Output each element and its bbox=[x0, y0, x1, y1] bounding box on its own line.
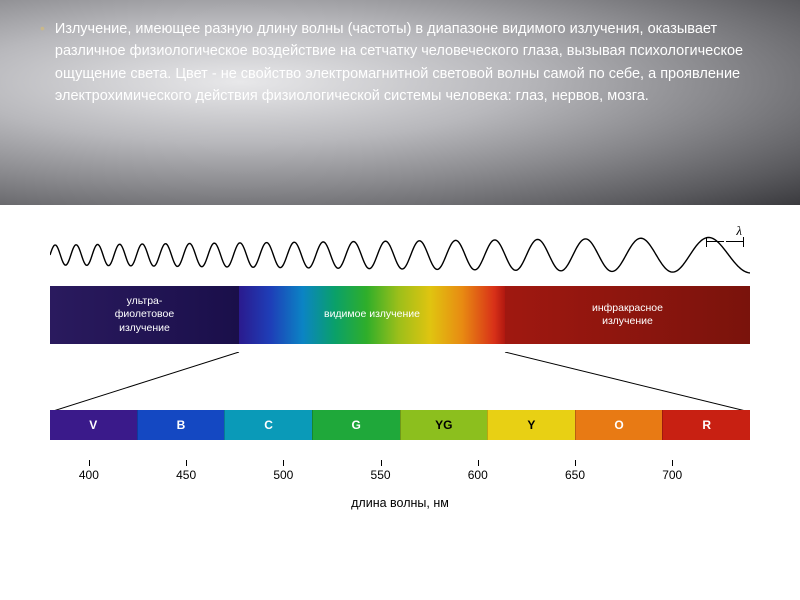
color-box-o: O bbox=[575, 410, 663, 440]
trapezoid-area: VBCGYGYOR bbox=[50, 352, 750, 432]
header-text: Излучение, имеющее разную длину волны (ч… bbox=[55, 18, 776, 108]
tick bbox=[186, 460, 187, 466]
tick-label: 450 bbox=[176, 468, 196, 482]
axis-ticks: 400450500550600650700 bbox=[50, 460, 750, 472]
tick-label: 700 bbox=[662, 468, 682, 482]
ir-label: инфракрасноеизлучение bbox=[592, 302, 663, 328]
ir-segment: инфракрасноеизлучение bbox=[505, 286, 750, 344]
trapezoid-svg bbox=[50, 352, 750, 414]
color-box-c: C bbox=[224, 410, 312, 440]
tick bbox=[89, 460, 90, 466]
visible-segment: видимое излучение bbox=[239, 286, 505, 344]
tick bbox=[575, 460, 576, 466]
axis-label: длина волны, нм bbox=[50, 496, 750, 510]
spectrum-bar: ультра-фиолетовоеизлучение видимое излуч… bbox=[50, 286, 750, 344]
wave-area: λ bbox=[50, 225, 750, 280]
tick bbox=[381, 460, 382, 466]
tick bbox=[283, 460, 284, 466]
tick-label: 400 bbox=[79, 468, 99, 482]
uv-label: ультра-фиолетовоеизлучение bbox=[115, 295, 174, 334]
header-panel: • Излучение, имеющее разную длину волны … bbox=[0, 0, 800, 205]
spectrum-diagram: λ ультра-фиолетовоеизлучение видимое изл… bbox=[0, 205, 800, 510]
wave-svg bbox=[50, 225, 750, 280]
lambda-bracket bbox=[706, 237, 744, 247]
tick-label: 500 bbox=[273, 468, 293, 482]
color-box-y: Y bbox=[487, 410, 575, 440]
color-code-row: VBCGYGYOR bbox=[50, 410, 750, 440]
color-box-b: B bbox=[137, 410, 225, 440]
color-box-v: V bbox=[50, 410, 137, 440]
tick bbox=[672, 460, 673, 466]
tick bbox=[478, 460, 479, 466]
uv-segment: ультра-фиолетовоеизлучение bbox=[50, 286, 239, 344]
tick-label: 650 bbox=[565, 468, 585, 482]
color-box-g: G bbox=[312, 410, 400, 440]
bullet-dot: • bbox=[40, 18, 45, 108]
color-box-r: R bbox=[662, 410, 750, 440]
visible-label: видимое излучение bbox=[324, 308, 420, 321]
tick-label: 550 bbox=[371, 468, 391, 482]
tick-label: 600 bbox=[468, 468, 488, 482]
color-box-yg: YG bbox=[400, 410, 488, 440]
